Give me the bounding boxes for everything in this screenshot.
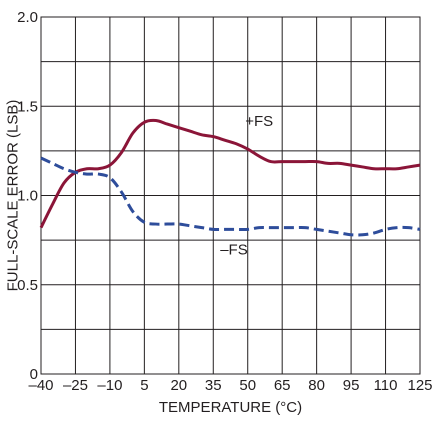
series-labels: +FS –FS [220,113,273,259]
x-tick-label: –40 [28,377,53,394]
series-label-minus-fs: –FS [220,241,248,258]
y-tick-label: 1.0 [17,188,38,205]
x-tick-label: 35 [205,377,222,394]
plot-frame [40,16,421,375]
y-axis-label: FULL-SCALE ERROR (LSB) [5,100,22,292]
y-tick-labels: 0 0.5 1.0 1.5 2.0 [17,9,38,383]
x-tick-label: 20 [170,377,187,394]
x-tick-label: 95 [343,377,360,394]
series-line-minus-fs [40,156,421,237]
x-tick-label: 5 [140,377,148,394]
grid [40,16,421,375]
x-tick-label: 80 [308,377,325,394]
x-tick-label: –10 [97,377,122,394]
x-axis-label: TEMPERATURE (°C) [159,399,302,416]
series-line-plus-fs [39,118,421,229]
y-tick-label: 0 [30,366,38,383]
x-tick-label: 110 [374,377,398,394]
series-label-plus-fs: +FS [245,113,273,130]
y-tick-label: 0.5 [17,277,38,294]
x-tick-label: 65 [274,377,291,394]
x-tick-label: 125 [407,377,432,394]
x-tick-label: 50 [239,377,256,394]
y-tick-label: 1.5 [17,98,38,115]
series-group [39,118,421,237]
y-tick-label: 2.0 [17,9,38,26]
x-tick-labels: –40 –25 –10 5 20 35 50 65 80 95 110 125 [28,377,432,394]
x-tick-label: –25 [63,377,88,394]
